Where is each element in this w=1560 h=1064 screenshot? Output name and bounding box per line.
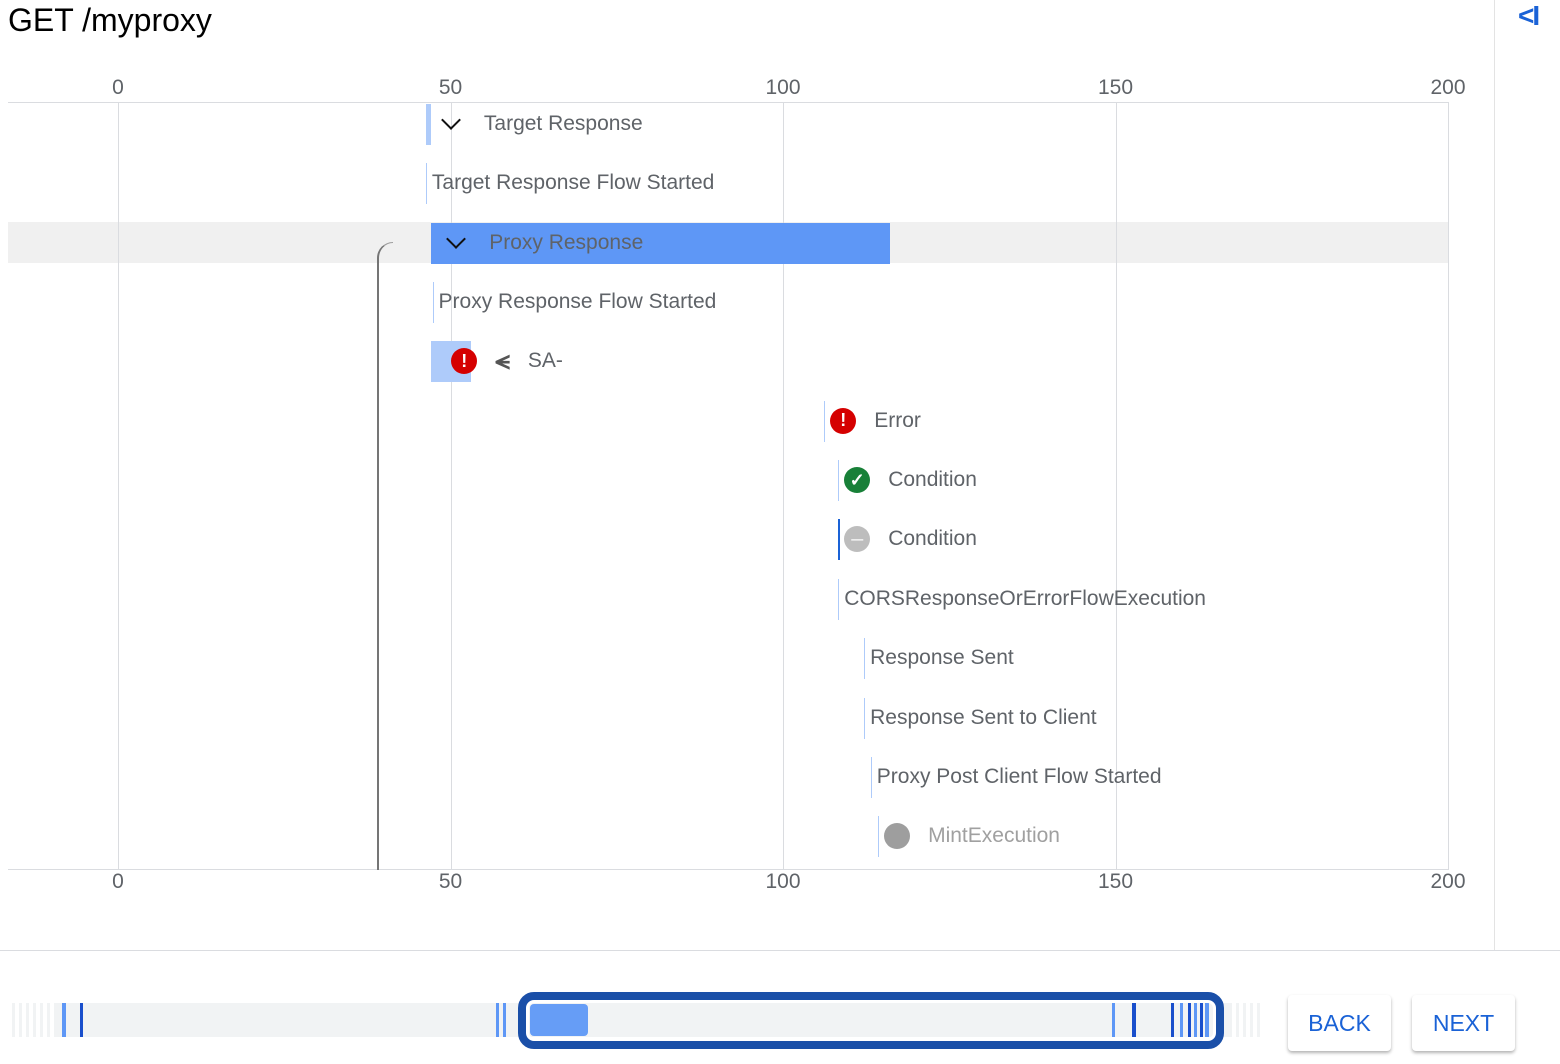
row-label: Target Response Flow Started [431,171,715,195]
timeline-bar[interactable] [432,282,434,324]
minimap-marker [503,1003,506,1037]
axis-tick-top: 50 [438,76,463,99]
minimap-marker [1180,1003,1183,1037]
row-label: SA- [527,349,563,373]
timeline-bar[interactable] [425,163,427,205]
row-label: MintExecution [928,824,1060,848]
axis-tick-top: 200 [1430,76,1466,99]
minimap-viewport[interactable] [518,992,1224,1049]
minimap-fade [1239,1001,1243,1039]
row-label: Response Sent [870,646,1014,670]
error-icon: ! [830,407,857,434]
chevron-down-icon[interactable] [446,228,467,249]
timeline-row[interactable]: ✓ Condition [844,466,977,494]
grid-line [450,102,452,870]
skipped-circle-icon [884,823,911,850]
timeline-row[interactable]: Response Sent [870,644,1014,672]
grid-line [118,102,119,870]
axis-tick-bottom: 200 [1430,870,1466,893]
next-button[interactable]: NEXT [1412,995,1515,1051]
axis-tick-bottom: 150 [1097,870,1134,893]
minimap-marker [1200,1003,1203,1037]
axis-tick-top: 0 [112,76,124,99]
minimap-fade [1232,1001,1236,1039]
minimap-fade [22,1001,26,1039]
flow-bracket [377,242,393,870]
minimap-fade [15,1001,19,1039]
row-label: Error [874,408,921,432]
row-label: Condition [888,527,977,551]
chevron-down-icon[interactable] [440,110,461,130]
timeline-row[interactable]: MintExecution [884,822,1060,850]
timeline-bar[interactable] [838,578,840,620]
axis-tick-bottom: 100 [765,870,801,893]
axis-tick-bottom: 0 [112,870,124,893]
minimap-marker [62,1003,66,1037]
row-label: Response Sent to Client [870,705,1097,729]
axis-tick-bottom: 50 [438,870,463,893]
check-circle-icon: ✓ [844,467,871,494]
minus-circle-icon: — [844,526,871,553]
minimap-marker [1171,1003,1174,1037]
timeline-bar[interactable] [824,400,826,442]
timeline-bar[interactable] [838,460,840,502]
error-icon: ! [451,348,478,375]
timeline-row[interactable]: ! ⪪ SA- [451,345,563,376]
timeline-bar[interactable] [431,222,891,264]
axis-tick-top: 100 [765,76,801,99]
timeline-bar[interactable] [864,697,866,739]
row-label: Condition [888,468,977,492]
timeline-bar[interactable] [838,519,841,561]
footer-divider [0,950,1560,951]
timeline-bar[interactable] [878,816,880,858]
shared-flow-icon: ⪪ [495,345,510,376]
timeline-bar[interactable] [870,756,872,798]
row-label: CORSResponseOrErrorFlowExecution [844,586,1206,610]
timeline-row[interactable]: Response Sent to Client [870,704,1096,732]
minimap-marker [1132,1003,1136,1037]
minimap-marker [1205,1003,1209,1037]
minimap-fade [1253,1001,1257,1039]
axis-line-top [8,102,1448,103]
minimap-marker [1112,1003,1115,1037]
minimap-fade [1260,1001,1264,1039]
row-label: Proxy Post Client Flow Started [876,764,1162,788]
minimap-bar [530,1004,588,1036]
timeline-bar[interactable] [425,104,432,145]
timeline-row[interactable]: Target Response Flow Started [432,169,714,197]
minimap-fade [43,1001,47,1039]
collapse-panel-icon[interactable]: <I [1518,0,1540,31]
timeline-row[interactable]: Proxy Response [443,228,644,257]
minimap-fade [50,1001,54,1039]
row-label: Proxy Response Flow Started [438,290,717,314]
timeline-row[interactable]: Proxy Response Flow Started [439,288,717,316]
minimap-marker [496,1003,499,1037]
axis-tick-top: 150 [1097,76,1134,99]
minimap-marker [1194,1003,1197,1037]
timeline-row[interactable]: CORSResponseOrErrorFlowExecution [844,585,1206,613]
grid-line [1448,102,1449,870]
minimap-marker [80,1003,83,1037]
grid-line [783,102,784,870]
back-button[interactable]: BACK [1288,995,1391,1051]
grid-line [1115,102,1117,870]
timeline-row[interactable]: Proxy Post Client Flow Started [877,763,1162,791]
minimap-marker [1188,1003,1191,1037]
page-title: GET /myproxy [8,2,212,38]
minimap-fade [29,1001,33,1039]
minimap-track[interactable] [8,1003,1262,1037]
row-label: Proxy Response [489,230,644,254]
timeline-row[interactable]: ! Error [830,407,921,435]
axis-line-bottom [8,869,1448,870]
minimap-fade [36,1001,40,1039]
panel-divider [1494,0,1495,950]
minimap-fade [8,1001,12,1039]
row-label: Target Response [483,112,643,135]
minimap-fade [1246,1001,1250,1039]
timeline-bar[interactable] [864,638,866,680]
timeline-row[interactable]: — Condition [844,525,977,553]
timeline-row[interactable]: Target Response [438,110,643,138]
